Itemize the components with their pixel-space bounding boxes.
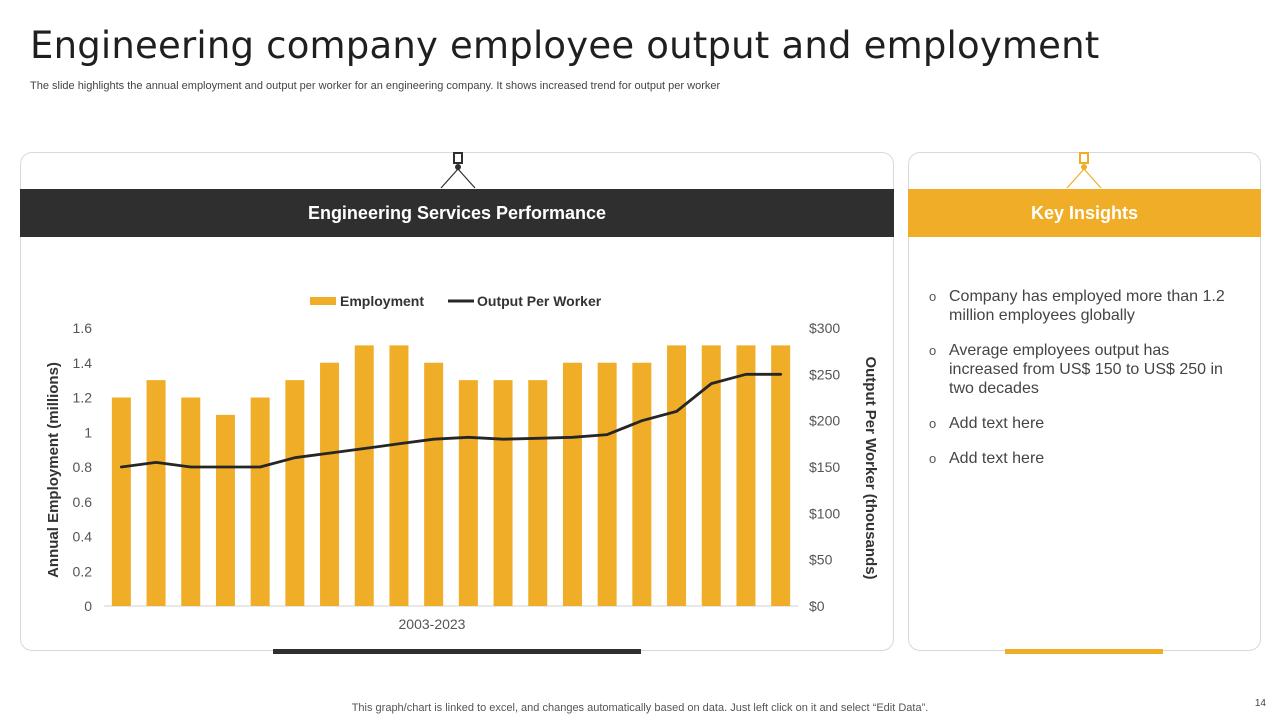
insights-panel-heading: Key Insights — [908, 189, 1261, 237]
bullet-icon: o — [929, 289, 937, 304]
y2-tick-label: $200 — [809, 413, 840, 429]
legend-label-employment: Employment — [340, 293, 424, 309]
bullet-icon: o — [929, 343, 937, 358]
y2-axis-title: Output Per Worker (thousands) — [862, 356, 879, 579]
bar — [146, 380, 166, 606]
bar — [354, 345, 374, 606]
y-tick-label: 0.4 — [73, 529, 93, 545]
y2-tick-label: $0 — [809, 598, 825, 614]
bar — [181, 397, 201, 606]
bar — [250, 397, 270, 606]
list-item: o Company has employed more than 1.2 mill… — [929, 287, 1229, 325]
y-tick-label: 0.6 — [73, 494, 93, 510]
y2-tick-label: $150 — [809, 459, 840, 475]
y2-tick-label: $300 — [809, 320, 840, 336]
y2-tick-label: $50 — [809, 552, 833, 568]
slide-subtitle: The slide highlights the annual employme… — [30, 80, 721, 92]
y-tick-label: 0.2 — [73, 563, 93, 579]
hanger-icon — [1066, 152, 1102, 189]
hanger-icon — [440, 152, 476, 189]
bar — [285, 380, 305, 606]
bar — [320, 362, 340, 606]
bar — [458, 380, 478, 606]
insight-text: Company has employed more than 1.2 milli… — [949, 288, 1225, 324]
insight-text: Add text here — [949, 450, 1045, 467]
bar — [493, 380, 513, 606]
bullet-icon: o — [929, 416, 937, 431]
legend-swatch-employment — [310, 297, 336, 305]
y-tick-label: 1.2 — [73, 390, 93, 406]
y-axis-title: Annual Employment (millions) — [45, 362, 62, 578]
bar — [389, 345, 409, 606]
bar — [215, 414, 235, 606]
insights-panel: Key Insights o Company has employed more … — [908, 152, 1261, 654]
list-item: o Average employees output has increased … — [929, 341, 1229, 398]
bar — [701, 345, 721, 606]
legend-label-output-per-worker: Output Per Worker — [477, 293, 602, 309]
insight-text: Add text here — [949, 415, 1045, 432]
x-axis-title: 2003-2023 — [399, 616, 466, 632]
list-item: o Add text here — [929, 449, 1229, 468]
combo-chart: 0 0.2 0.4 0.6 0.8 1 1.2 1.4 1.6 $0 $50 $100 $150 $200… — [45, 293, 879, 632]
footer-note: This graph/chart is linked to excel, and… — [351, 702, 929, 714]
bar — [736, 345, 756, 606]
bar — [562, 362, 582, 606]
bar — [771, 345, 791, 606]
y-tick-label: 0 — [84, 598, 92, 614]
panel-accent-bar — [273, 649, 641, 654]
y2-tick-label: $100 — [809, 505, 840, 521]
chart-panel: Engineering Services Performance — [20, 152, 894, 654]
bar — [667, 345, 687, 606]
y-tick-label: 0.8 — [73, 459, 93, 475]
y-tick-label: 1.6 — [73, 320, 93, 336]
slide-title: Engineering company employee output and … — [30, 24, 1100, 67]
line-series-output-per-worker — [119, 372, 783, 469]
insight-text: Average employees output has increased f… — [949, 342, 1223, 397]
y2-tick-label: $250 — [809, 366, 840, 382]
bar — [424, 362, 444, 606]
y-tick-label: 1.4 — [73, 355, 93, 371]
bar — [597, 362, 617, 606]
bar — [111, 397, 131, 606]
chart-panel-heading: Engineering Services Performance — [20, 189, 894, 237]
bar — [528, 380, 548, 606]
page-number: 14 — [1254, 698, 1266, 709]
list-item: o Add text here — [929, 414, 1229, 433]
y-tick-label: 1 — [84, 424, 92, 440]
insights-list: o Company has employed more than 1.2 mill… — [929, 287, 1229, 484]
bullet-icon: o — [929, 451, 937, 466]
panel-accent-bar — [1005, 649, 1163, 654]
bar — [632, 362, 652, 606]
